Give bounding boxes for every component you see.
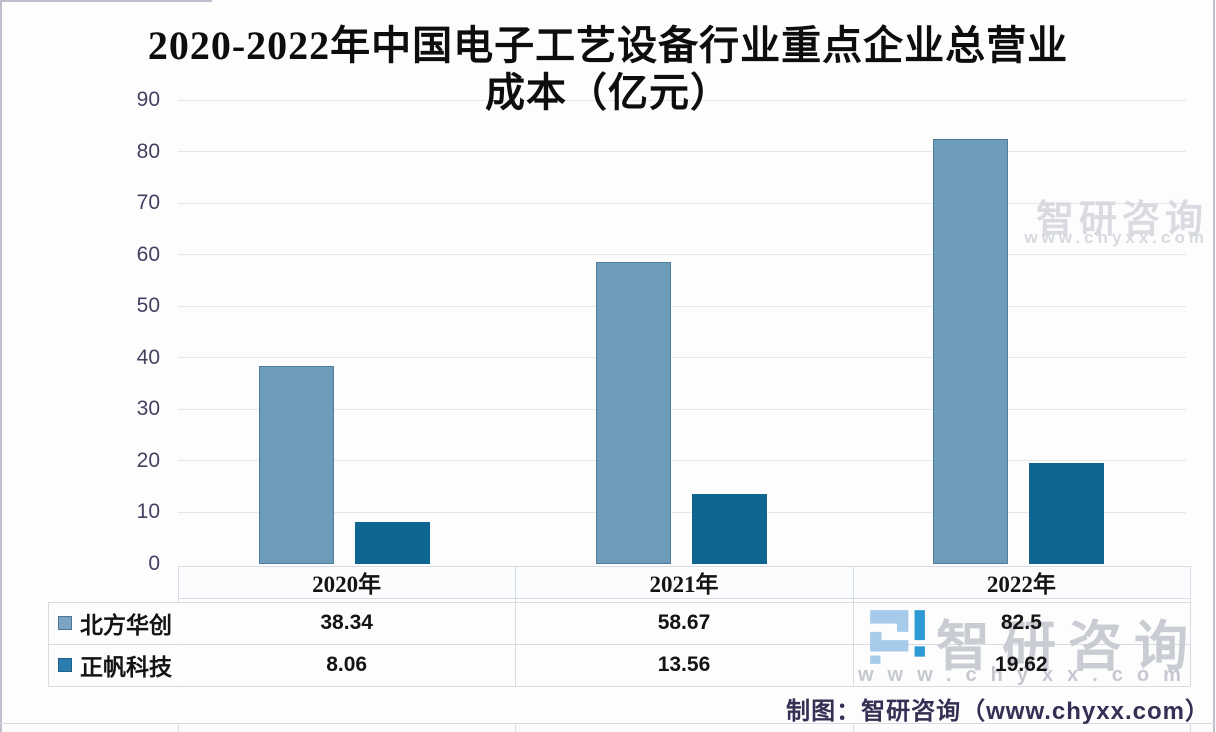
y-axis-label-90: 90 — [136, 88, 160, 111]
page-title: 2020-2022年中国电子工艺设备行业重点企业总营业 成本（亿元） — [0, 22, 1216, 116]
gridline-80 — [178, 151, 1186, 153]
legend-row-北方华创: 北方华创 — [49, 603, 186, 643]
gridline-90 — [178, 99, 1186, 101]
legend-label-北方华创: 北方华创 — [80, 612, 172, 638]
gridline-70 — [178, 202, 1186, 204]
bar-北方华创-2020年 — [258, 366, 334, 564]
value-cell-北方华创-2021年: 58.67 — [657, 611, 711, 634]
y-axis-label-80: 80 — [136, 139, 160, 163]
y-axis-label-0: 0 — [148, 552, 160, 575]
category-header-cell-2022年: 2022年 — [853, 567, 1189, 597]
top-border-line — [0, 0, 212, 2]
table-line-col1 — [515, 566, 517, 686]
page-title-line1: 2020-2022年中国电子工艺设备行业重点企业总营业 — [147, 23, 1069, 68]
bar-北方华创-2021年 — [596, 261, 671, 564]
watermark-url-text-top: www.chyxx.com — [1024, 228, 1208, 247]
table-line-row1-top — [48, 602, 1190, 603]
table-line-col2 — [852, 566, 854, 686]
cropped-row-stub-3 — [1190, 723, 1191, 732]
page-title-line2: 成本（亿元） — [485, 70, 731, 115]
value-cell-北方华创-2020年: 38.34 — [320, 611, 373, 634]
logo-i-dot — [914, 646, 925, 657]
bar-正帆科技-2020年 — [354, 522, 430, 564]
legend-marker-正帆科技 — [58, 658, 72, 672]
bar-北方华创-2022年 — [933, 138, 1009, 564]
y-axis-label-40: 40 — [136, 345, 160, 369]
chart-source-caption: 制图：智研咨询（www.chyxx.com） — [786, 698, 1210, 725]
left-border-line — [0, 0, 2, 732]
legend-row-正帆科技: 正帆科技 — [49, 645, 186, 685]
legend-label-正帆科技: 正帆科技 — [80, 654, 172, 680]
gridline-60 — [178, 254, 1186, 256]
logo-2-shape — [870, 610, 909, 652]
watermark-url-text: www.chyxx.com — [858, 664, 1195, 686]
y-axis-label-70: 70 — [136, 191, 160, 215]
table-line-legend-left — [48, 602, 49, 686]
watermark-brand-text-top: 智研咨询 — [1035, 199, 1208, 241]
chyxx-logo-icon — [870, 610, 925, 664]
category-header-cell-2020年: 2020年 — [179, 567, 515, 597]
y-axis-label-10: 10 — [136, 500, 160, 524]
cropped-row-line — [0, 723, 1216, 724]
category-header-cell-2021年: 2021年 — [516, 567, 852, 597]
value-cell-北方华创-2022年: 82.5 — [1000, 611, 1042, 634]
bar-正帆科技-2021年 — [692, 494, 767, 564]
gridline-30 — [178, 408, 1186, 410]
table-line-row1-bottom — [48, 644, 1190, 645]
value-cell-正帆科技-2022年: 19.62 — [995, 653, 1048, 676]
value-cell-正帆科技-2020年: 8.06 — [326, 653, 368, 676]
table-line-row2-bottom — [48, 686, 1190, 687]
right-border-line — [1213, 0, 1215, 732]
y-axis-label-20: 20 — [136, 448, 160, 472]
table-line-col-right — [1190, 566, 1191, 686]
value-cell-正帆科技-2021年: 13.56 — [657, 653, 711, 676]
logo-dot-light — [870, 655, 881, 664]
gridline-20 — [178, 460, 1186, 462]
bar-正帆科技-2022年 — [1029, 462, 1105, 564]
gridline-50 — [178, 305, 1186, 307]
y-axis-label-30: 30 — [136, 397, 160, 421]
cropped-row-stub-0 — [178, 723, 179, 732]
y-axis-label-60: 60 — [136, 242, 160, 266]
gridline-40 — [178, 357, 1186, 359]
table-line-header-top — [178, 566, 1190, 567]
logo-i-bar — [914, 610, 925, 641]
y-axis-label-50: 50 — [136, 294, 160, 318]
gridline-10 — [178, 511, 1186, 513]
cropped-row-stub-2 — [852, 723, 854, 732]
legend-marker-北方华创 — [58, 616, 72, 630]
watermark-brand-text: 智研咨询 — [936, 617, 1200, 677]
cropped-row-stub-1 — [515, 723, 517, 732]
table-line-header-bottom — [178, 598, 1190, 599]
